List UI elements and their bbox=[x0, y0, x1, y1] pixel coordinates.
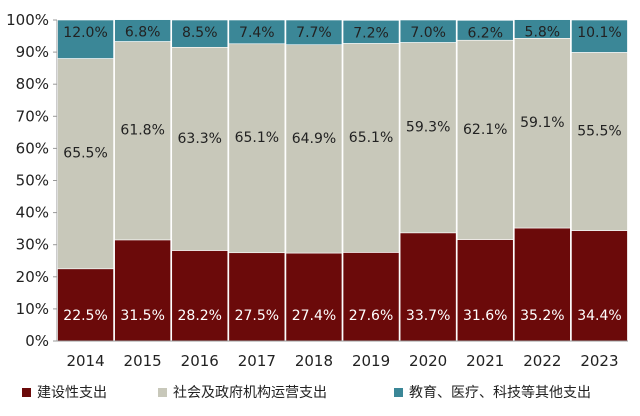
data-label: 31.6% bbox=[463, 308, 507, 324]
data-label: 27.4% bbox=[292, 308, 336, 324]
bar-segment bbox=[57, 19, 114, 59]
data-label: 7.2% bbox=[353, 25, 389, 41]
bar-segment bbox=[228, 43, 286, 254]
bar-segment bbox=[399, 232, 457, 342]
data-label: 6.8% bbox=[125, 25, 161, 41]
bar-segment bbox=[456, 39, 514, 240]
bar-segment bbox=[228, 252, 286, 342]
bar-segment bbox=[342, 252, 400, 342]
y-tick-label: 10% bbox=[16, 300, 49, 318]
bar-segment bbox=[571, 52, 628, 231]
bar-segment bbox=[456, 20, 514, 41]
bar-segment bbox=[399, 19, 457, 43]
y-tick-label: 60% bbox=[16, 139, 49, 157]
x-tick-label: 2022 bbox=[523, 352, 561, 370]
data-label: 62.1% bbox=[463, 122, 507, 138]
data-label: 59.1% bbox=[520, 115, 564, 131]
bar-segment bbox=[57, 268, 114, 342]
bar-segment bbox=[571, 19, 628, 53]
bar-segment bbox=[514, 227, 571, 342]
x-tick-label: 2018 bbox=[295, 352, 333, 370]
data-label: 65.5% bbox=[63, 146, 107, 162]
data-label: 35.2% bbox=[520, 308, 564, 324]
data-label: 55.5% bbox=[577, 123, 621, 139]
bar-segment bbox=[342, 20, 400, 44]
data-label: 65.1% bbox=[349, 130, 393, 146]
bar-segment bbox=[285, 19, 343, 46]
bar-segment bbox=[285, 44, 343, 254]
data-label: 28.2% bbox=[178, 308, 222, 324]
data-label: 12.0% bbox=[63, 25, 107, 41]
y-tick-label: 70% bbox=[16, 107, 49, 125]
data-label: 10.1% bbox=[577, 25, 621, 41]
bar-segment bbox=[171, 19, 229, 48]
data-label: 61.8% bbox=[120, 123, 164, 139]
legend-swatch bbox=[22, 388, 31, 397]
y-tick-label: 40% bbox=[16, 204, 49, 222]
bar-segment bbox=[114, 19, 171, 42]
y-axis: 0% 10% 20% 30% 40% 50% 60% 70% 80% 90% 100% bbox=[6, 11, 58, 350]
data-label: 27.5% bbox=[235, 308, 279, 324]
data-label: 34.4% bbox=[577, 308, 621, 324]
y-tick-label: 90% bbox=[16, 43, 49, 61]
bar-segment bbox=[571, 230, 628, 342]
legend-swatch bbox=[394, 388, 403, 397]
y-tick-label: 0% bbox=[25, 332, 49, 350]
bars-group: 22.5% 65.5% 12.0% 31.5% 61.8% 6.8% 28.2% 63.3% 8… bbox=[57, 19, 628, 342]
bar-segment bbox=[399, 42, 457, 234]
data-label: 7.4% bbox=[239, 25, 275, 41]
y-tick-label: 80% bbox=[16, 75, 49, 93]
bar-segment bbox=[114, 41, 171, 241]
bar-segment bbox=[57, 58, 114, 270]
data-label: 7.7% bbox=[296, 25, 332, 41]
data-label: 6.2% bbox=[467, 25, 503, 41]
y-tick-label: 100% bbox=[6, 11, 49, 29]
legend-label: 教育、医疗、科技等其他支出 bbox=[409, 384, 591, 401]
x-axis: 2014 2015 2016 2017 2018 2019 2020 2021 2022 2023 bbox=[57, 340, 628, 370]
bar-segment bbox=[514, 19, 571, 39]
bar-segment bbox=[171, 250, 229, 342]
x-tick-label: 2023 bbox=[580, 352, 618, 370]
data-label: 7.0% bbox=[410, 25, 446, 41]
legend-swatch bbox=[158, 388, 167, 397]
x-tick-label: 2017 bbox=[238, 352, 276, 370]
x-tick-label: 2021 bbox=[466, 352, 504, 370]
y-tick-label: 30% bbox=[16, 236, 49, 254]
bar-segment bbox=[456, 239, 514, 342]
data-label: 33.7% bbox=[406, 308, 450, 324]
bar-segment bbox=[114, 239, 171, 342]
data-label: 27.6% bbox=[349, 308, 393, 324]
x-tick-label: 2019 bbox=[352, 352, 390, 370]
bar-segment bbox=[228, 19, 286, 45]
bar-segment bbox=[342, 43, 400, 253]
data-label: 59.3% bbox=[406, 120, 450, 136]
legend: 建设性支出 社会及政府机构运营支出 教育、医疗、科技等其他支出 bbox=[22, 384, 591, 401]
x-tick-label: 2014 bbox=[66, 352, 104, 370]
y-tick-label: 20% bbox=[16, 268, 49, 286]
legend-label: 建设性支出 bbox=[37, 385, 107, 401]
x-tick-label: 2015 bbox=[124, 352, 162, 370]
bar-segment bbox=[285, 252, 343, 342]
x-tick-label: 2020 bbox=[409, 352, 447, 370]
bar-segment bbox=[171, 46, 229, 251]
data-label: 8.5% bbox=[182, 25, 218, 41]
y-tick-label: 50% bbox=[16, 172, 49, 190]
data-label: 31.5% bbox=[120, 308, 164, 324]
data-label: 22.5% bbox=[63, 308, 107, 324]
data-label: 63.3% bbox=[178, 131, 222, 147]
data-label: 64.9% bbox=[292, 131, 336, 147]
legend-label: 社会及政府机构运营支出 bbox=[173, 385, 327, 401]
data-label: 65.1% bbox=[235, 130, 279, 146]
x-tick-label: 2016 bbox=[181, 352, 219, 370]
data-label: 5.8% bbox=[525, 25, 561, 41]
bar-segment bbox=[514, 37, 571, 229]
